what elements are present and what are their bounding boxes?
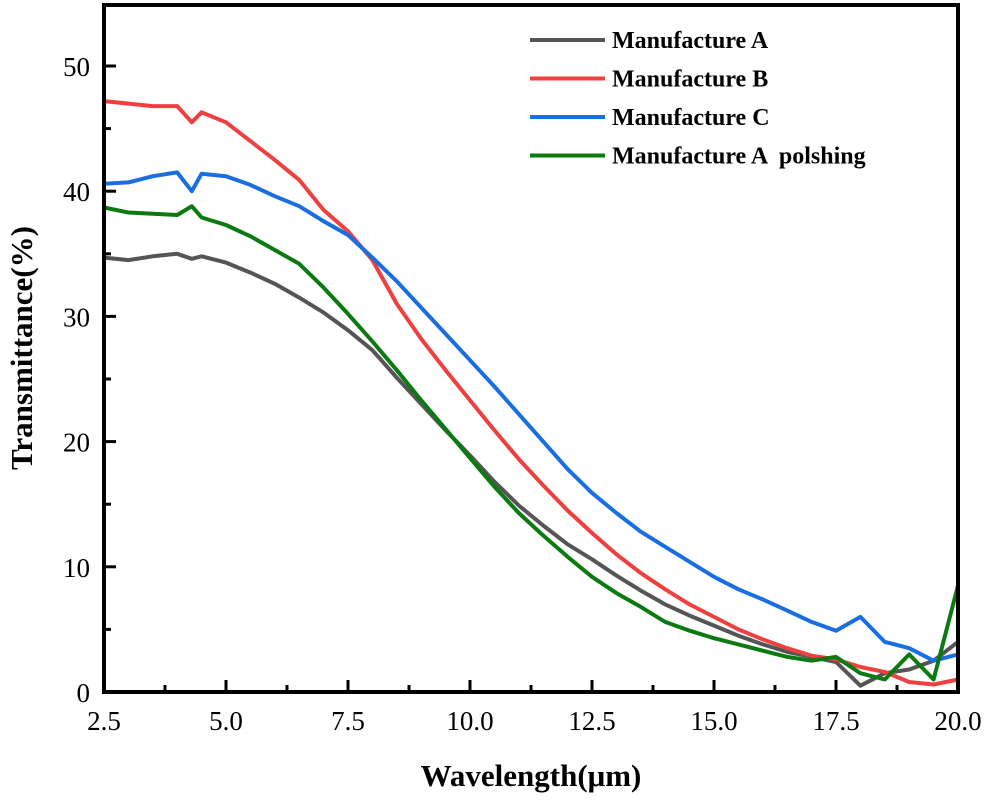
plot-frame — [102, 3, 960, 694]
legend-label-3: Manufacture C — [612, 105, 770, 131]
y-tick-label: 40 — [63, 177, 90, 207]
x-tick-label: 15.0 — [690, 706, 737, 736]
series-line-3 — [103, 170, 959, 663]
x-tick-label: 5.0 — [209, 706, 243, 736]
series-line-2 — [103, 99, 959, 687]
legend: Manufacture A Manufacture B Manufacture C M… — [530, 28, 866, 170]
legend-label-2: Manufacture B — [612, 67, 768, 93]
y-tick-label: 20 — [63, 428, 90, 458]
x-tick-label: 17.5 — [812, 706, 859, 736]
y-tick-label: 10 — [63, 553, 90, 583]
y-axis-title: Transmittance(%) — [4, 226, 39, 470]
x-tick-label: 7.5 — [331, 706, 365, 736]
series-line-4 — [103, 204, 960, 682]
y-tick-label: 50 — [63, 52, 90, 82]
x-tick-label: 20.0 — [934, 706, 981, 736]
x-tick-label: 12.5 — [568, 706, 615, 736]
legend-label-1: Manufacture A — [612, 28, 769, 54]
x-tick-label: 10.0 — [446, 706, 493, 736]
series-layer — [103, 99, 960, 688]
y-tick-label: 0 — [77, 678, 91, 708]
legend-label-4: Manufacture A polshing — [612, 144, 866, 170]
x-axis-title: Wavelength(μm) — [421, 758, 642, 793]
x-tick-label: 2.5 — [87, 706, 121, 736]
ticks-layer: 2.5 5.0 7.5 10.0 12.5 15.0 17.5 20.0 0 10 20 30 40 50 — [63, 52, 982, 736]
y-tick-label: 30 — [63, 302, 90, 332]
